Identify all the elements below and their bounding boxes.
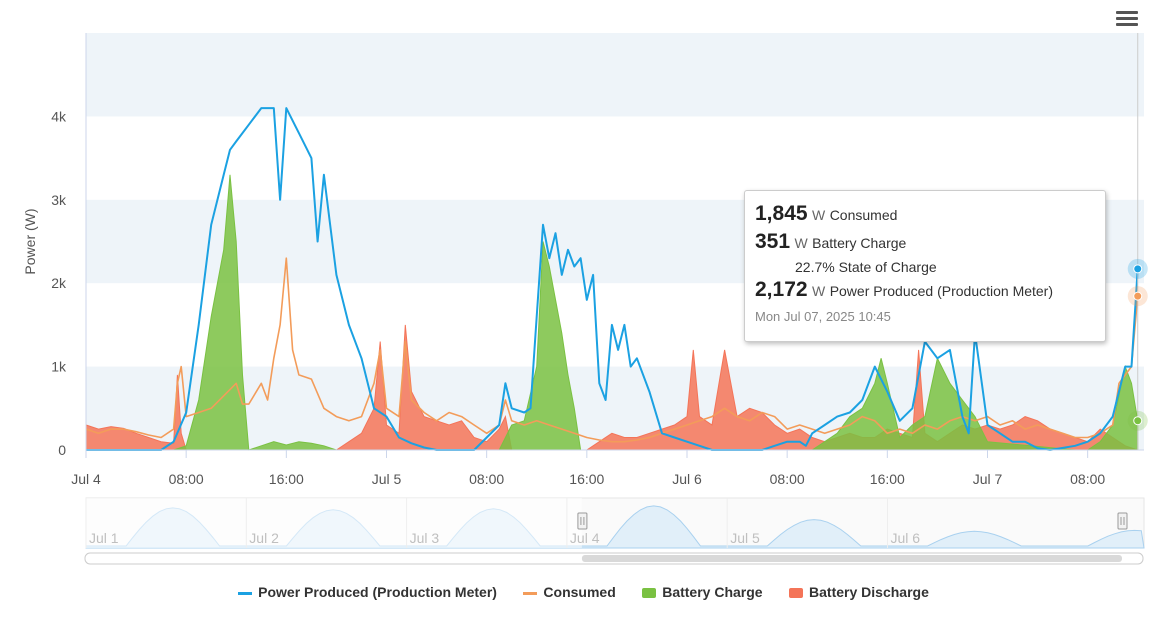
tooltip-produced: 2,172 W Power Produced (Production Meter… — [755, 277, 1095, 305]
chart-legend: Power Produced (Production Meter) Consum… — [0, 584, 1167, 602]
legend-label: Battery Charge — [662, 584, 763, 600]
y-tick-label: 1k — [51, 359, 67, 375]
hover-marker — [1133, 264, 1143, 274]
legend-label: Consumed — [543, 584, 616, 600]
chart-tooltip: 1,845 W Consumed 351 W Battery Charge 22… — [744, 190, 1106, 342]
plot-band — [86, 33, 1144, 117]
tooltip-produced-unit: W — [812, 283, 826, 299]
tooltip-battery: 351 W Battery Charge — [755, 229, 1095, 257]
y-tick-label: 4k — [51, 108, 67, 124]
legend-label: Power Produced (Production Meter) — [258, 584, 497, 600]
x-tick-label: 08:00 — [169, 471, 204, 487]
tooltip-soc-value: 22.7% — [795, 259, 835, 275]
navigator-label: Jul 4 — [570, 530, 600, 546]
x-tick-label: Jul 6 — [672, 471, 702, 487]
tooltip-date: Mon Jul 07, 2025 10:45 — [755, 309, 891, 324]
legend-item-battery-charge[interactable]: Battery Charge — [642, 584, 763, 600]
x-tick-label: 16:00 — [870, 471, 905, 487]
y-tick-label: 2k — [51, 275, 67, 291]
navigator-handle[interactable] — [577, 512, 588, 530]
navigator-label: Jul 2 — [249, 530, 279, 546]
hover-marker — [1133, 291, 1143, 301]
navigator-mask — [86, 498, 582, 548]
axes: 0 1k 2k 3k 4k Power (W) Jul 4 08:00 16:00 Jul 5 08… — [22, 33, 1144, 487]
hamburger-menu-icon — [1116, 11, 1138, 14]
legend-area-icon — [642, 588, 657, 599]
x-tick-label: 08:00 — [1070, 471, 1105, 487]
legend-line-icon — [238, 591, 253, 595]
x-tick-label: Jul 5 — [372, 471, 402, 487]
tooltip-consumed-unit: W — [812, 207, 826, 223]
series-line-consumed — [85, 257, 1139, 443]
tooltip-consumed-value: 1,845 — [755, 202, 808, 225]
chart-menu-button[interactable] — [1113, 8, 1141, 32]
line-series — [85, 107, 1139, 451]
x-tick-label: 08:00 — [469, 471, 504, 487]
scrollbar-thumb[interactable] — [581, 555, 1122, 562]
navigator-label: Jul 5 — [730, 530, 760, 546]
y-axis-title: Power (W) — [22, 208, 38, 274]
legend-item-produced[interactable]: Power Produced (Production Meter) — [238, 584, 497, 600]
navigator[interactable]: Jul 1 Jul 2 Jul 3 Jul 4 Jul 5 Jul 6 — [84, 497, 1145, 565]
y-tick-label: 0 — [58, 442, 66, 458]
x-tick-label: 08:00 — [770, 471, 805, 487]
tooltip-produced-value: 2,172 — [755, 278, 808, 301]
legend-item-consumed[interactable]: Consumed — [523, 584, 616, 600]
legend-item-battery-discharge[interactable]: Battery Discharge — [789, 584, 929, 600]
tooltip-consumed: 1,845 W Consumed — [755, 201, 1095, 229]
x-tick-label: Jul 4 — [71, 471, 101, 487]
navigator-handle[interactable] — [1117, 512, 1128, 530]
tooltip-battery-unit: W — [794, 235, 808, 251]
legend-area-icon — [789, 588, 804, 599]
legend-label: Battery Discharge — [809, 584, 929, 600]
x-tick-label: 16:00 — [569, 471, 604, 487]
y-tick-label: 3k — [51, 192, 67, 208]
tooltip-soc: 22.7% State of Charge — [755, 257, 1095, 277]
tooltip-battery-label: Battery Charge — [812, 235, 907, 251]
hover-marker — [1133, 416, 1143, 426]
series-area-battery-discharge — [85, 324, 1138, 451]
x-tick-label: Jul 7 — [973, 471, 1003, 487]
x-tick-label: 16:00 — [269, 471, 304, 487]
legend-line-icon — [523, 591, 538, 595]
navigator-label: Jul 1 — [89, 530, 119, 546]
navigator-label: Jul 6 — [891, 530, 921, 546]
crosshair — [1127, 33, 1148, 450]
tooltip-produced-label: Power Produced (Production Meter) — [829, 283, 1054, 299]
tooltip-consumed-label: Consumed — [829, 207, 898, 223]
navigator-label: Jul 3 — [410, 530, 440, 546]
series-line-produced — [86, 107, 1139, 451]
tooltip-soc-label: State of Charge — [838, 259, 937, 275]
tooltip-battery-value: 351 — [755, 230, 791, 253]
